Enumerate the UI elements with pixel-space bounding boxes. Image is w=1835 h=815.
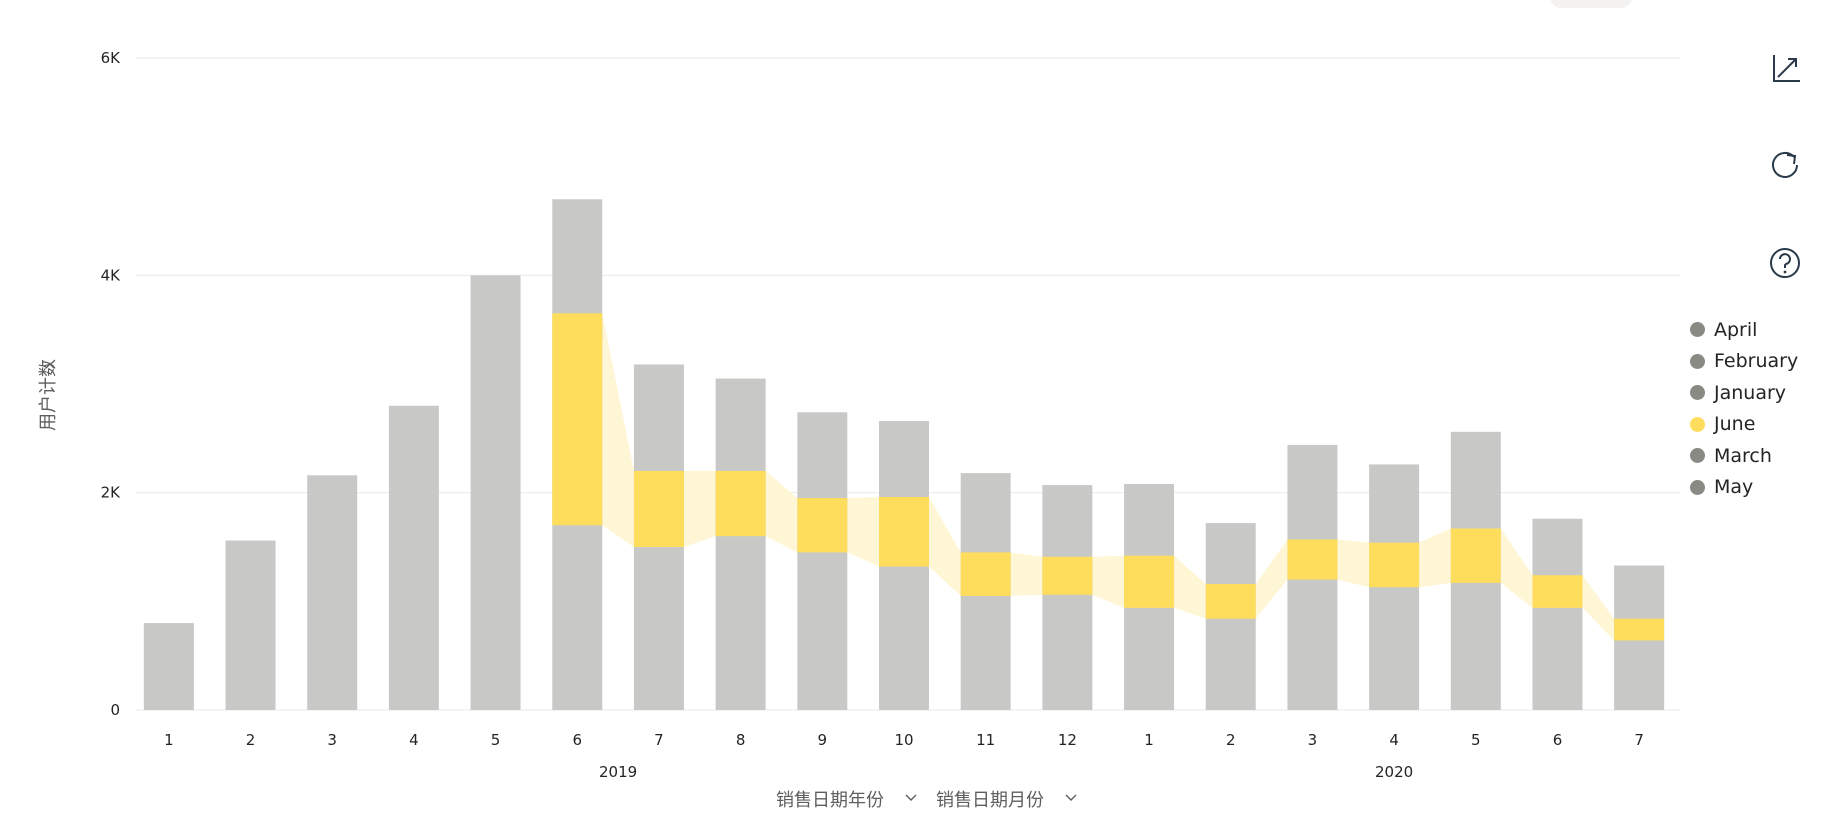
bar-highlight-2019-9 — [797, 498, 848, 553]
x-tick-label: 3 — [1308, 731, 1318, 749]
highlight-ribbon — [1092, 555, 1125, 608]
x-axis-field-label[interactable]: 销售日期年份 — [776, 790, 884, 811]
highlight-ribbon — [847, 497, 879, 567]
x-tick-label: 10 — [894, 731, 913, 749]
legend-label: January — [1714, 381, 1787, 404]
legend-dot-icon — [1690, 322, 1705, 338]
x-tick-label: 8 — [736, 731, 746, 749]
legend-dot-icon — [1690, 353, 1705, 369]
bar-highlight-2019-12 — [1042, 556, 1093, 595]
bar-2019-4 — [388, 405, 439, 710]
bar-highlight-2020-2 — [1205, 583, 1256, 619]
axis-icon[interactable] — [1767, 52, 1803, 88]
chevron-down-icon — [1065, 794, 1077, 801]
ribbons — [602, 313, 1615, 641]
bar-highlight-2019-11 — [960, 552, 1011, 596]
legend-dot-icon — [1690, 479, 1705, 495]
legend-item[interactable]: April — [1690, 314, 1798, 346]
bar-2019-2 — [225, 540, 276, 710]
legend-item[interactable]: February — [1690, 346, 1798, 378]
bar-highlight-2019-6 — [552, 313, 603, 526]
highlight-ribbon — [1582, 575, 1615, 641]
y-tick-label: 4K — [101, 266, 122, 284]
x-tick-label: 3 — [327, 731, 337, 749]
y-tick-label: 6K — [101, 49, 122, 67]
legend-item[interactable]: January — [1690, 377, 1798, 409]
highlight-ribbon — [1337, 539, 1370, 588]
highlight-ribbon — [1500, 528, 1533, 608]
year-label: 2020 — [1375, 763, 1413, 781]
bar-highlight-2020-5 — [1450, 528, 1501, 583]
bars — [143, 199, 1665, 710]
legend-dot-icon — [1690, 448, 1705, 464]
y-axis-chevron-icon[interactable] — [45, 363, 55, 369]
year-labels: 2019 2020 — [599, 763, 1413, 781]
legend-item[interactable]: May — [1690, 472, 1798, 504]
legend-label: June — [1714, 413, 1756, 436]
x-tick-label: 7 — [1634, 731, 1644, 749]
x-tick-label: 4 — [1389, 731, 1399, 749]
bar-highlight-2019-7 — [633, 470, 684, 547]
legend-item[interactable]: June — [1690, 409, 1798, 441]
year-label: 2019 — [599, 763, 637, 781]
x-tick-label: 11 — [976, 731, 995, 749]
top-pill — [1550, 0, 1632, 8]
y-tick-label: 2K — [101, 484, 122, 502]
y-tick-labels: 0 2K 4K 6K — [101, 49, 122, 719]
legend-item[interactable]: March — [1690, 440, 1798, 472]
bar-highlight-2020-4 — [1369, 542, 1420, 588]
bar-highlight-2020-6 — [1532, 575, 1583, 608]
x-tick-label: 9 — [818, 731, 828, 749]
x-tick-label: 1 — [1144, 731, 1154, 749]
help-icon[interactable] — [1767, 245, 1803, 281]
legend-dot-icon — [1690, 416, 1705, 432]
highlight-ribbon — [765, 470, 798, 553]
x-tick-label: 2 — [1226, 731, 1236, 749]
bar-2019-5 — [470, 275, 521, 710]
bar-highlight-2020-3 — [1287, 539, 1338, 580]
x-tick-label: 6 — [1553, 731, 1563, 749]
x-tick-label: 7 — [654, 731, 664, 749]
highlight-ribbon — [1010, 552, 1043, 596]
x-tick-label: 5 — [491, 731, 501, 749]
highlight-ribbon — [1255, 539, 1288, 619]
highlight-ribbon — [683, 470, 716, 547]
bar-highlight-2019-10 — [879, 497, 929, 567]
legend-label: March — [1714, 444, 1772, 467]
y-tick-label: 0 — [110, 701, 120, 719]
x-tick-label: 5 — [1471, 731, 1481, 749]
bar-highlight-2020-7 — [1614, 618, 1665, 641]
bar-2019-8 — [715, 378, 766, 710]
bar-2019-1 — [143, 623, 194, 710]
bar-2019-9 — [797, 412, 848, 710]
x-axis-field-labels: 销售日期年份 销售日期月份 — [776, 790, 1077, 811]
x-tick-labels: 1 2 3 4 5 6 7 8 9 10 11 12 1 2 3 4 5 6 7 — [164, 731, 1644, 749]
highlight-ribbon — [929, 497, 961, 596]
y-axis-title[interactable]: 用户计数 — [38, 359, 59, 431]
bar-highlight-2019-8 — [715, 470, 766, 537]
x-tick-label: 4 — [409, 731, 419, 749]
highlight-ribbon — [1174, 555, 1206, 619]
x-tick-label: 6 — [572, 731, 582, 749]
chevron-down-icon — [905, 794, 917, 801]
x-tick-label: 12 — [1058, 731, 1077, 749]
bar-highlight-2020-1 — [1124, 555, 1175, 608]
bar-2019-12 — [1042, 485, 1093, 710]
bar-2019-3 — [307, 475, 358, 710]
legend-label: May — [1714, 476, 1754, 499]
x-axis-field-label[interactable]: 销售日期月份 — [936, 790, 1044, 811]
bar-2020-6 — [1532, 518, 1583, 710]
highlight-ribbon — [1419, 528, 1451, 588]
highlight-ribbon — [602, 313, 634, 547]
refresh-icon[interactable] — [1767, 147, 1803, 183]
legend-label: February — [1714, 350, 1799, 373]
x-tick-label: 2 — [246, 731, 256, 749]
legend: April February January June March May — [1690, 314, 1798, 503]
legend-label: April — [1714, 318, 1758, 341]
legend-dot-icon — [1690, 385, 1705, 401]
x-tick-label: 1 — [164, 731, 174, 749]
